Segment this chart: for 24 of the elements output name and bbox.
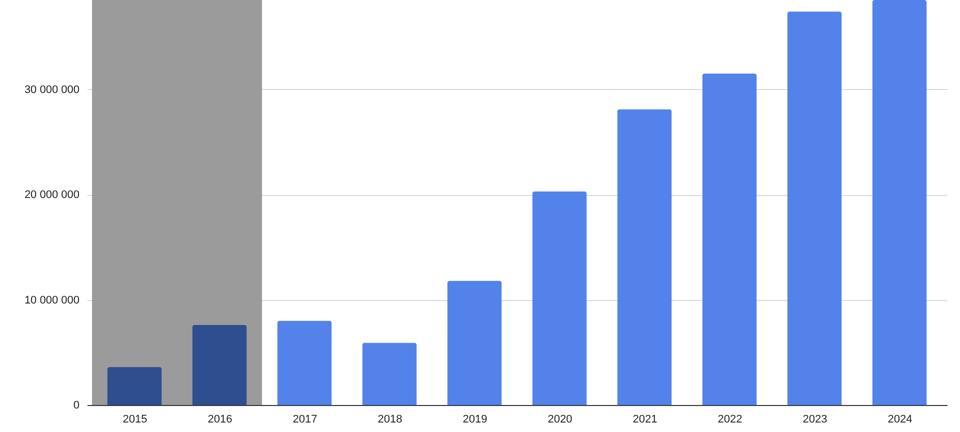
y-tick-label: 20 000 000 bbox=[24, 189, 80, 202]
y-tick-label: 30 000 000 bbox=[24, 84, 80, 96]
bar bbox=[192, 325, 247, 405]
x-tick-label: 2020 bbox=[548, 414, 572, 426]
bar bbox=[787, 12, 842, 405]
bar bbox=[617, 109, 672, 405]
bar bbox=[107, 367, 162, 405]
x-tick-label: 2021 bbox=[632, 414, 658, 426]
x-tick-label: 2018 bbox=[378, 414, 402, 426]
bar bbox=[702, 74, 757, 405]
x-tick-label: 2022 bbox=[718, 414, 742, 426]
y-tick-label: 0 bbox=[73, 400, 80, 412]
bar bbox=[447, 280, 502, 405]
x-tick-label: 2023 bbox=[802, 414, 828, 426]
x-tick-label: 2015 bbox=[122, 414, 148, 426]
bar bbox=[872, 0, 927, 405]
x-tick-label: 2016 bbox=[208, 414, 232, 426]
bar bbox=[277, 320, 332, 405]
x-tick-label: 2017 bbox=[292, 414, 318, 426]
y-tick-label: 10 000 000 bbox=[24, 294, 80, 306]
bar bbox=[532, 191, 587, 405]
x-tick-label: 2019 bbox=[462, 414, 488, 426]
bar bbox=[362, 342, 417, 405]
x-tick-label: 2024 bbox=[888, 414, 912, 426]
